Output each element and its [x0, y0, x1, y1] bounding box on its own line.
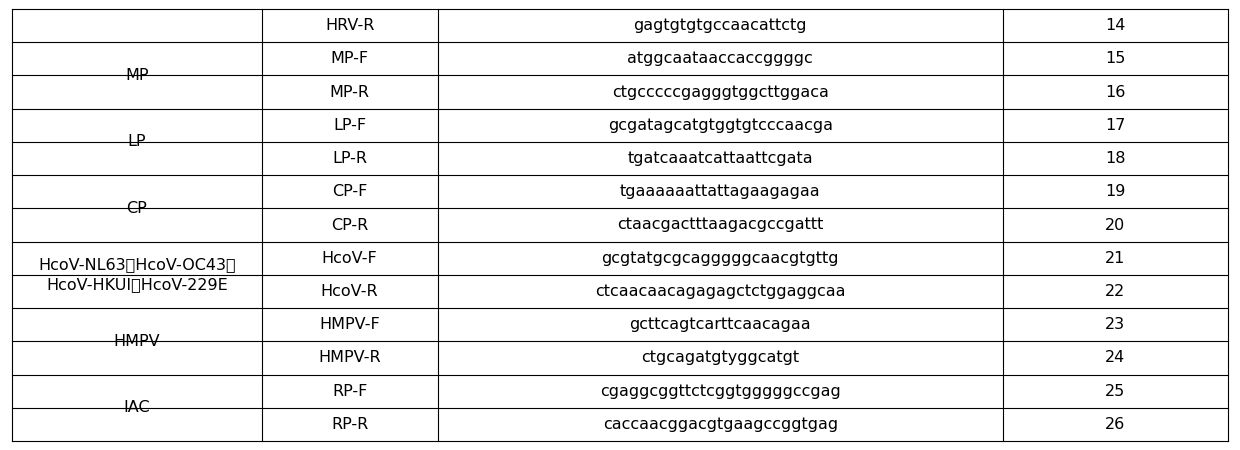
- Text: 19: 19: [1105, 184, 1126, 199]
- Text: ctgcagatgtyggcatgt: ctgcagatgtyggcatgt: [641, 351, 800, 365]
- Text: gcgtatgcgcagggggcaacgtgttg: gcgtatgcgcagggggcaacgtgttg: [601, 251, 839, 266]
- Text: 14: 14: [1105, 18, 1126, 33]
- Text: HcoV-F: HcoV-F: [321, 251, 377, 266]
- Text: 25: 25: [1105, 384, 1126, 399]
- Text: 23: 23: [1105, 317, 1125, 332]
- Text: HRV-R: HRV-R: [325, 18, 374, 33]
- Text: HcoV-NL63、HcoV-OC43、
HcoV-HKUI、HcoV-229E: HcoV-NL63、HcoV-OC43、 HcoV-HKUI、HcoV-229E: [38, 257, 236, 292]
- Text: HMPV: HMPV: [114, 334, 160, 349]
- Text: IAC: IAC: [124, 400, 150, 415]
- Text: 17: 17: [1105, 118, 1126, 133]
- Text: 26: 26: [1105, 417, 1126, 432]
- Text: 21: 21: [1105, 251, 1126, 266]
- Text: CP-F: CP-F: [332, 184, 367, 199]
- Text: ctgcccccgagggtggcttggaca: ctgcccccgagggtggcttggaca: [611, 85, 828, 99]
- Text: MP: MP: [125, 68, 149, 83]
- Text: ctaacgactttaagacgccgattt: ctaacgactttaagacgccgattt: [618, 217, 823, 233]
- Text: gcttcagtcarttcaacagaa: gcttcagtcarttcaacagaa: [630, 317, 811, 332]
- Text: 22: 22: [1105, 284, 1126, 299]
- Text: RP-F: RP-F: [332, 384, 367, 399]
- Text: 15: 15: [1105, 51, 1126, 66]
- Text: atggcaataaccaccggggc: atggcaataaccaccggggc: [627, 51, 813, 66]
- Text: 16: 16: [1105, 85, 1126, 99]
- Text: HcoV-R: HcoV-R: [321, 284, 378, 299]
- Text: LP-F: LP-F: [334, 118, 366, 133]
- Text: RP-R: RP-R: [331, 417, 368, 432]
- Text: 24: 24: [1105, 351, 1126, 365]
- Text: LP-R: LP-R: [332, 151, 367, 166]
- Text: caccaacggacgtgaagccggtgag: caccaacggacgtgaagccggtgag: [603, 417, 838, 432]
- Text: gcgatagcatgtggtgtcccaacga: gcgatagcatgtggtgtcccaacga: [608, 118, 833, 133]
- Text: CP-R: CP-R: [331, 217, 368, 233]
- Text: ctcaacaacagagagctctggaggcaa: ctcaacaacagagagctctggaggcaa: [595, 284, 846, 299]
- Text: CP: CP: [126, 201, 148, 216]
- Text: tgaaaaaattattagaagagaa: tgaaaaaattattagaagagaa: [620, 184, 821, 199]
- Text: HMPV-F: HMPV-F: [319, 317, 379, 332]
- Text: 20: 20: [1105, 217, 1126, 233]
- Text: HMPV-R: HMPV-R: [319, 351, 381, 365]
- Text: 18: 18: [1105, 151, 1126, 166]
- Text: LP: LP: [128, 135, 146, 149]
- Text: gagtgtgtgccaacattctg: gagtgtgtgccaacattctg: [634, 18, 807, 33]
- Text: cgaggcggttctcggtgggggccgag: cgaggcggttctcggtgggggccgag: [600, 384, 841, 399]
- Text: tgatcaaatcattaattcgata: tgatcaaatcattaattcgata: [627, 151, 813, 166]
- Text: MP-R: MP-R: [330, 85, 370, 99]
- Text: MP-F: MP-F: [331, 51, 368, 66]
